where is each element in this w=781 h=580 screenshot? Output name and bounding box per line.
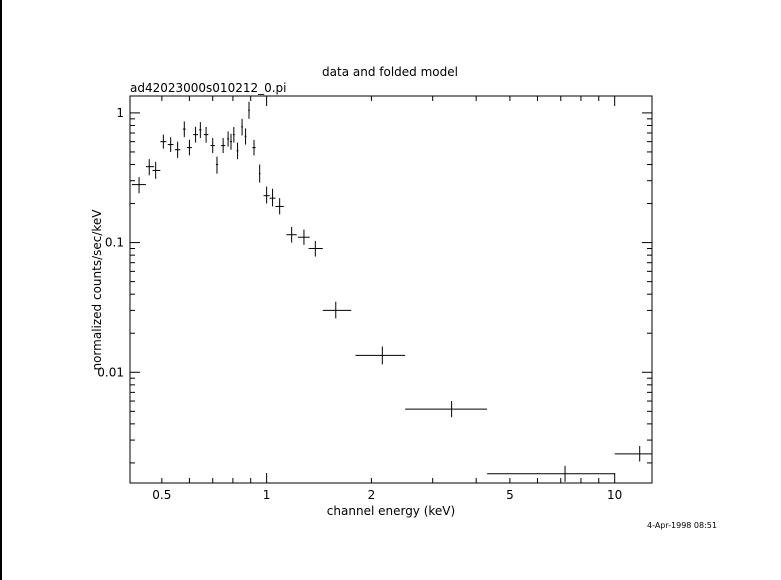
data-point <box>215 156 219 174</box>
data-point <box>258 164 261 183</box>
axis-tick-labels: 0.5 1 2 5 10 0.01 0.1 1 <box>97 106 622 502</box>
data-point <box>244 128 247 145</box>
data-point <box>297 229 310 245</box>
data-point <box>221 138 226 154</box>
data-point <box>269 188 276 207</box>
y-tick-label: 0.1 <box>105 236 124 250</box>
y-tick-label: 0.01 <box>97 365 124 379</box>
data-point <box>203 126 209 143</box>
y-tick-label: 1 <box>116 106 124 120</box>
data-point <box>248 101 250 119</box>
data-point <box>308 240 323 257</box>
data-point <box>160 134 167 149</box>
data-point <box>241 118 243 136</box>
data-point <box>232 126 235 143</box>
data-point <box>182 121 186 138</box>
chart-title: data and folded model <box>322 65 458 79</box>
chart-subtitle: ad42023000s010212_0.pi <box>130 81 287 95</box>
data-point <box>230 133 232 150</box>
data-point <box>152 161 161 179</box>
y-axis-label: normalized counts/sec/keV <box>90 209 104 371</box>
data-point <box>186 139 192 156</box>
data-point <box>487 465 615 482</box>
data-point <box>263 186 270 204</box>
data-point <box>210 138 215 154</box>
axis-ticks <box>130 96 652 483</box>
data-point <box>193 126 198 143</box>
data-point <box>236 142 239 160</box>
data-points <box>131 101 652 482</box>
data-point <box>167 137 174 152</box>
x-tick-label: 5 <box>506 488 514 502</box>
data-point <box>286 226 297 243</box>
data-point <box>145 159 155 176</box>
window-left-border <box>0 0 2 580</box>
x-axis-label: channel energy (keV) <box>327 504 455 518</box>
data-point <box>199 122 202 139</box>
x-tick-label: 1 <box>263 488 271 502</box>
data-point <box>131 177 146 194</box>
data-point <box>322 301 352 319</box>
data-point <box>275 198 284 215</box>
x-tick-label: 2 <box>368 488 376 502</box>
x-tick-label: 0.5 <box>152 488 171 502</box>
data-point <box>252 139 256 156</box>
data-point <box>227 131 230 147</box>
data-point <box>355 346 406 365</box>
data-point <box>614 446 652 462</box>
x-tick-label: 10 <box>607 488 622 502</box>
timestamp: 4-Apr-1998 08:51 <box>647 521 717 530</box>
plot-frame <box>129 95 653 484</box>
data-point <box>174 141 181 158</box>
data-point <box>405 401 488 418</box>
